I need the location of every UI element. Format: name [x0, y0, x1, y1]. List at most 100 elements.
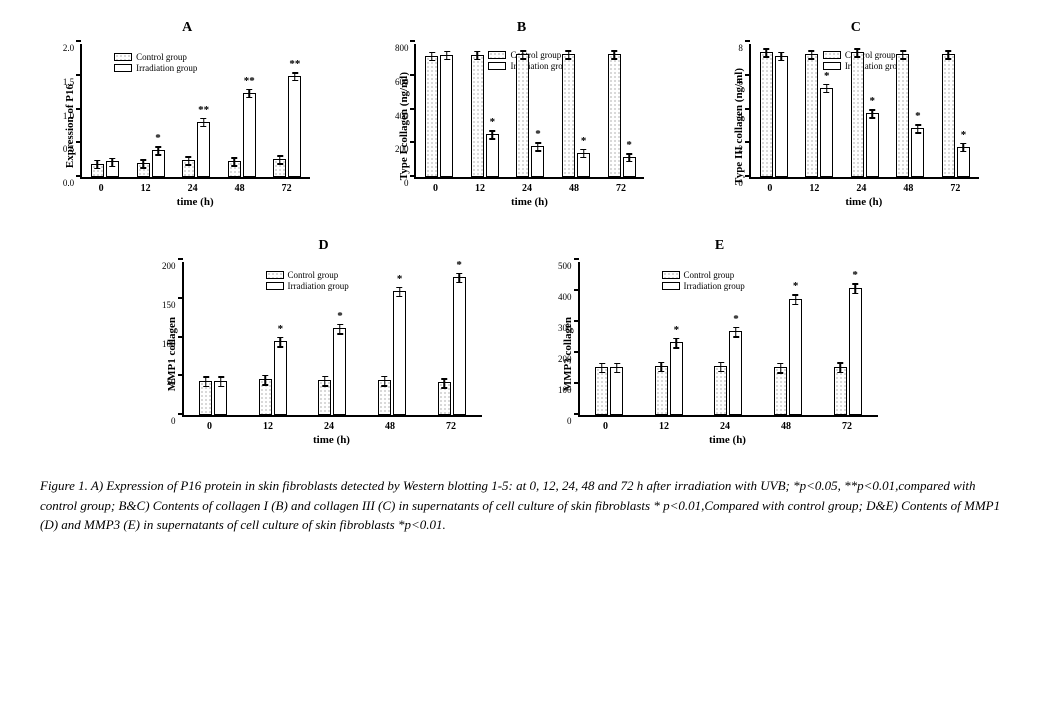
error-bar: [265, 375, 267, 386]
bar-group: *: [942, 54, 970, 177]
error-bar: [142, 159, 144, 168]
bar-group: *: [562, 54, 590, 177]
bar-control: [438, 382, 451, 415]
bar-irradiation: **: [197, 122, 210, 177]
error-bar: [443, 378, 445, 389]
significance-marker: *: [535, 128, 541, 140]
x-tick-label: 72: [446, 421, 456, 432]
bar-irradiation: *: [957, 147, 970, 177]
error-bar: [613, 50, 615, 59]
bar-control: [805, 54, 818, 177]
y-axis-label: Expression of P16: [64, 84, 76, 168]
y-tick-label: 6: [717, 77, 743, 87]
bar-irradiation: *: [729, 331, 742, 415]
y-tick-label: 0: [717, 178, 743, 188]
error-bar: [280, 337, 282, 348]
bar-control: [608, 54, 621, 177]
significance-marker: *: [337, 310, 343, 322]
x-axis-label: time (h): [80, 196, 310, 208]
plot-area: 02468Control groupIrradiation group****: [749, 44, 979, 179]
error-bar: [917, 124, 919, 133]
panel-D: DMMP1 collagen050100150200Control groupI…: [166, 238, 482, 446]
y-tick-mark: [76, 175, 81, 177]
error-bar: [384, 376, 386, 387]
bar-control: [273, 159, 286, 177]
chart: 0.00.51.01.52.0Control groupIrradiation …: [80, 44, 310, 208]
error-bar: [446, 51, 448, 60]
y-tick-mark: [745, 40, 750, 42]
bar-group: [760, 52, 788, 177]
y-tick-mark: [410, 141, 415, 143]
y-tick-mark: [410, 74, 415, 76]
panel-C: CType III collagen (ng/ml)02468Control g…: [733, 20, 979, 208]
x-tick-label: 12: [809, 183, 819, 194]
error-bar: [857, 48, 859, 57]
y-tick-mark: [745, 175, 750, 177]
x-tick-label: 72: [842, 421, 852, 432]
bar-group: *: [378, 291, 406, 415]
bar-control: [425, 56, 438, 178]
bar-control: [595, 367, 608, 415]
x-tick-label: 48: [781, 421, 791, 432]
y-tick-mark: [178, 336, 183, 338]
y-tick-label: 2: [717, 144, 743, 154]
x-ticks: 012244872: [749, 183, 979, 194]
bar-group: *: [516, 54, 544, 177]
bar-irradiation: **: [288, 76, 301, 177]
bar-control: [259, 379, 272, 415]
significance-marker: *: [824, 70, 830, 82]
y-tick-mark: [574, 258, 579, 260]
bar-control: [91, 164, 104, 178]
bar-control: [516, 54, 529, 177]
bar-control: [834, 367, 847, 415]
bar-irradiation: [214, 381, 227, 415]
error-bar: [233, 157, 235, 166]
bar-control: [562, 54, 575, 177]
x-axis-label: time (h): [182, 434, 482, 446]
x-axis-label: time (h): [578, 434, 878, 446]
bar-irradiation: [775, 56, 788, 178]
x-axis-label: time (h): [414, 196, 644, 208]
error-bar: [294, 72, 296, 81]
plot-area: 0200400600800Control groupIrradiation gr…: [414, 44, 644, 179]
chart-wrap: Type III collagen (ng/ml)02468Control gr…: [733, 44, 979, 208]
x-tick-label: 12: [475, 183, 485, 194]
significance-marker: *: [155, 132, 161, 144]
bar-group: **: [228, 93, 256, 177]
bar-irradiation: *: [152, 150, 165, 177]
x-ticks: 012244872: [182, 421, 482, 432]
y-tick-mark: [745, 141, 750, 143]
y-tick-mark: [410, 108, 415, 110]
bar-control: [471, 55, 484, 177]
error-bar: [157, 146, 159, 155]
plot-area: 0100200300400500Control groupIrradiation…: [578, 262, 878, 417]
error-bar: [477, 51, 479, 60]
error-bar: [676, 338, 678, 349]
error-bar: [780, 52, 782, 61]
y-tick-mark: [178, 374, 183, 376]
bar-irradiation: *: [333, 328, 346, 415]
y-tick-label: 50: [150, 377, 176, 387]
y-tick-mark: [745, 108, 750, 110]
significance-marker: *: [852, 269, 858, 281]
bar-control: [318, 380, 331, 415]
significance-marker: *: [674, 324, 680, 336]
error-bar: [765, 48, 767, 57]
error-bar: [188, 156, 190, 165]
bar-control: [760, 52, 773, 177]
error-bar: [203, 118, 205, 127]
y-tick-label: 1.5: [48, 77, 74, 87]
bar-groups: ****: [184, 262, 482, 415]
x-tick-label: 0: [207, 421, 212, 432]
bar-group: **: [182, 122, 210, 177]
bar-control: [378, 380, 391, 415]
y-tick-mark: [76, 40, 81, 42]
error-bar: [279, 155, 281, 164]
bar-control: [851, 52, 864, 177]
bar-control: [714, 366, 727, 415]
panel-B: BType I collagen (ng/ml)0200400600800Con…: [398, 20, 644, 208]
y-tick-mark: [178, 297, 183, 299]
x-tick-label: 48: [235, 183, 245, 194]
y-tick-label: 2.0: [48, 43, 74, 53]
x-tick-label: 48: [569, 183, 579, 194]
